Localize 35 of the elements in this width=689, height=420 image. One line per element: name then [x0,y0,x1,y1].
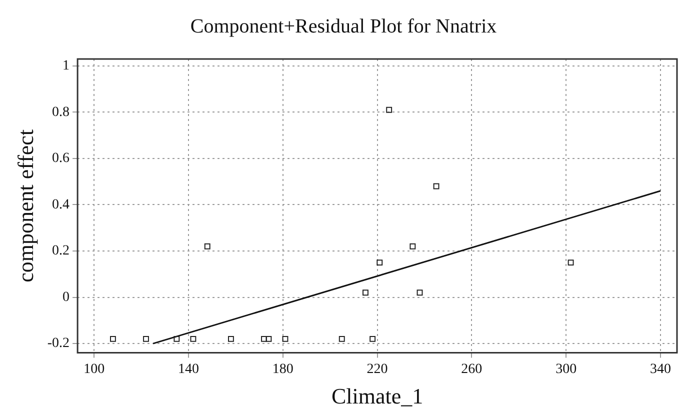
point [282,336,288,342]
point [143,336,149,342]
x-tick-label: 140 [178,362,199,377]
point [174,336,180,342]
y-tick-label: 0.4 [52,197,70,212]
x-axis-title: Climate_1 [331,384,424,409]
point [568,260,574,266]
point [362,290,368,296]
point [376,260,383,266]
y-tick-label: 1 [62,58,70,74]
y-tick-label: -0.2 [47,336,70,352]
y-tick-label: 0 [62,290,70,305]
chart-title: Component+Residual Plot for Nnatrix [190,15,497,38]
x-tick-label: 260 [461,362,482,377]
point [433,183,440,190]
point [386,106,392,113]
x-tick-label: 340 [650,362,671,377]
y-tick-label: 0.8 [52,104,70,120]
x-tick-label: 100 [84,362,105,377]
point [190,336,196,342]
point [228,336,234,342]
point [338,336,345,342]
point [266,336,272,342]
x-tick-label: 220 [366,362,388,377]
y-tick-label: 0.6 [52,151,70,166]
point [416,290,423,296]
y-tick-label: 0.2 [52,244,70,259]
point [110,336,116,342]
x-tick-label: 180 [272,362,294,377]
point [410,243,416,250]
y-axis-title: component effect [12,129,38,282]
point [204,243,210,250]
x-tick-label: 300 [556,362,577,377]
point [370,336,376,342]
point [261,336,267,342]
